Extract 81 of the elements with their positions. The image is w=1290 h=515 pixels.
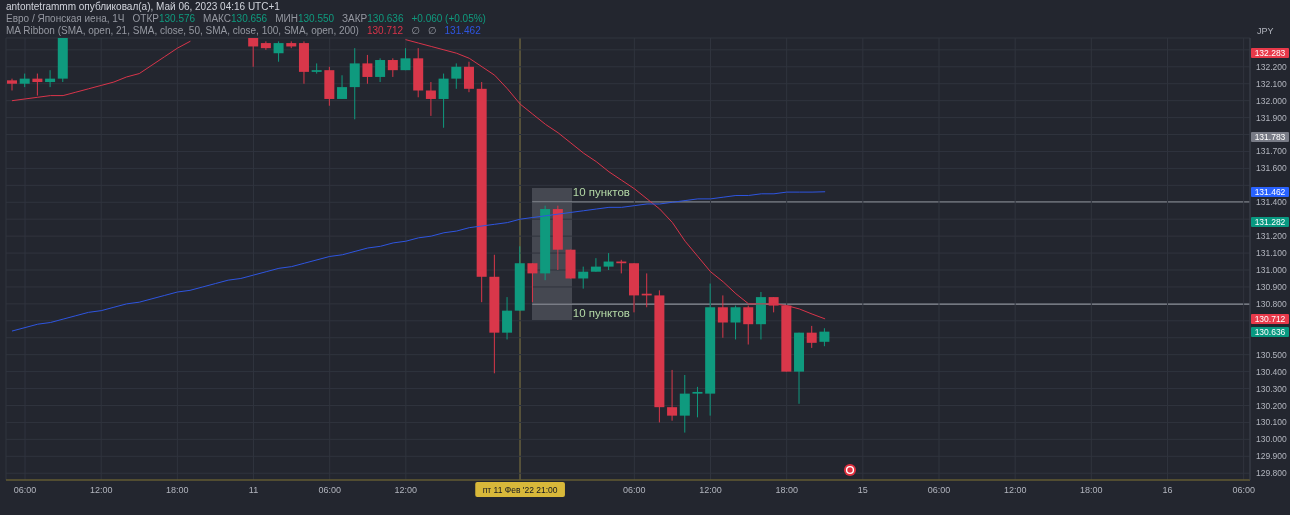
x-tick-label: 16 [1162, 485, 1173, 495]
candlestick [273, 40, 284, 63]
text: ∅ [427, 25, 437, 36]
x-tick-label: пт 11 Фев '22 21:00 [482, 485, 558, 495]
candlestick [451, 62, 462, 90]
candlestick [502, 296, 513, 340]
x-tick-label: 18:00 [166, 485, 189, 495]
text: Евро / Японская иена, 1Ч [6, 13, 125, 24]
text: 132.283 [1251, 47, 1289, 58]
candlestick [362, 54, 373, 85]
candlestick [667, 369, 678, 422]
candlestick [337, 74, 348, 100]
y-tick-label: 129.800 [1256, 468, 1287, 479]
text: 131.462 [444, 25, 481, 36]
y-tick-label: 129.900 [1256, 451, 1287, 462]
text: МИН130.550 [275, 13, 335, 24]
candlestick [692, 386, 703, 418]
y-tick-label: 131.900 [1256, 112, 1287, 123]
candlestick [311, 62, 322, 75]
text: 130.636 [1251, 326, 1289, 337]
y-tick-label: 131.700 [1256, 146, 1287, 157]
ref-line-label: 10 пунктов [572, 306, 630, 320]
candlestick [248, 38, 259, 68]
text: 131.783 [1251, 132, 1289, 143]
y-tick-label: 131.200 [1256, 231, 1287, 242]
x-tick-label: 06:00 [1232, 485, 1255, 495]
y-tick-label: 132.100 [1256, 78, 1287, 89]
candlestick [387, 57, 398, 78]
x-tick-label: 12:00 [89, 485, 113, 495]
y-tick-label: 131.000 [1256, 265, 1287, 276]
candlestick [463, 61, 474, 93]
text: 131.282 [1251, 217, 1289, 228]
y-tick-label: 132.000 [1256, 95, 1287, 106]
x-tick-label: 12:00 [394, 485, 418, 495]
text: +0.060 (+0.05%) [411, 13, 486, 24]
candlestick [349, 47, 360, 120]
candlestick [730, 305, 741, 340]
candlestick [717, 294, 728, 339]
candlestick [260, 40, 271, 51]
x-tick-label: 18:00 [775, 485, 798, 495]
y-tick-label: 130.300 [1256, 383, 1287, 394]
ref-line-label: 10 пунктов [572, 186, 630, 200]
y-tick-label: 130.900 [1256, 281, 1287, 292]
candlestick [679, 374, 690, 434]
x-tick-label: 06:00 [927, 485, 951, 495]
x-tick-label: 06:00 [623, 485, 646, 495]
x-tick-label: 11 [248, 485, 259, 495]
y-tick-label: 131.600 [1256, 163, 1287, 174]
text: 130.712 [1251, 313, 1289, 324]
y-tick-label: 130.400 [1256, 366, 1287, 377]
y-tick-label: 130.200 [1256, 400, 1287, 411]
candlestick [375, 57, 386, 83]
x-tick-label: 06:00 [318, 485, 341, 495]
candlestick [438, 73, 449, 129]
text: ∅ [411, 25, 420, 36]
candlestick [425, 81, 436, 117]
y-tick-label: 130.800 [1256, 298, 1287, 309]
candlestick [527, 262, 538, 303]
x-tick-label: 15 [857, 485, 868, 495]
x-tick-label: 12:00 [699, 485, 722, 495]
chart-title: antontetrammm опубликовал(а), Май 06, 2023 04:16 UTC+1 [6, 1, 280, 12]
candlestick [590, 257, 601, 273]
y-tick-label: 131.400 [1256, 197, 1287, 208]
y-tick-label: 130.000 [1256, 434, 1287, 445]
text: ОТКР130.576 [132, 13, 196, 24]
text: MA Ribbon (SMA, open, 21, SMA, close, 50, SMA, close, 100, SMA, open, 200) [6, 25, 359, 36]
text: 131.462 [1251, 186, 1289, 197]
candlestick [806, 325, 817, 349]
y-tick-label: 131.100 [1256, 248, 1287, 259]
x-tick-label: 12:00 [1003, 485, 1027, 495]
candlestick [7, 78, 17, 91]
candlestick [743, 305, 754, 346]
y-tick-label: 132.200 [1256, 61, 1287, 72]
x-tick-label: 18:00 [1080, 485, 1103, 495]
y-axis-title: JPY [1257, 26, 1274, 36]
y-tick-label: 130.500 [1256, 349, 1287, 360]
text: ЗАКР130.636 [342, 13, 404, 24]
y-tick-label: 130.100 [1256, 417, 1287, 428]
text: 130.712 [366, 25, 404, 36]
x-tick-label: 06:00 [13, 485, 37, 495]
text: МАКС130.656 [203, 13, 268, 24]
